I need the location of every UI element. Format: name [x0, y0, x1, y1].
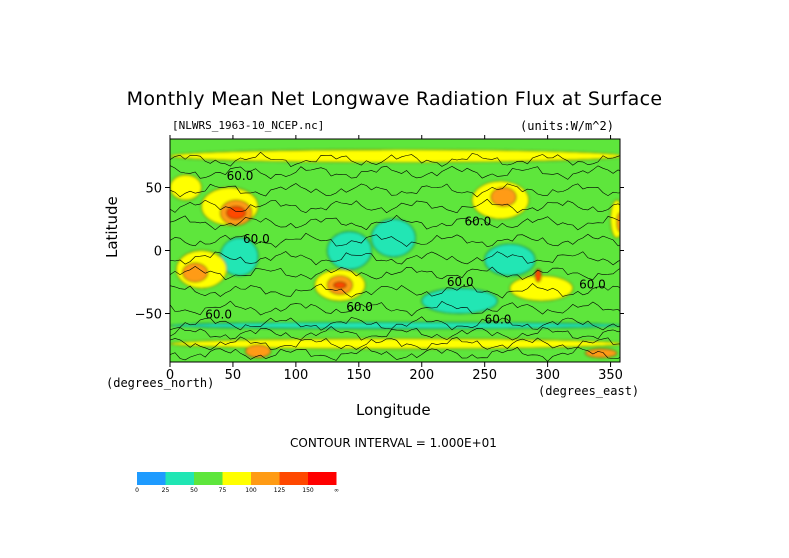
colorbar-swatch-3	[222, 472, 251, 485]
contour-label-0: 60.0	[227, 169, 254, 183]
x-tick-label-0: 0	[166, 368, 174, 383]
colorbar-label-0: 0	[135, 487, 139, 494]
y-tick-label-2: −50	[135, 307, 162, 322]
colorbar: 0 25 50 75 100 125 150 ∞	[135, 472, 339, 494]
x-tick-label-5: 250	[472, 368, 497, 383]
x-tick-label-3: 150	[346, 368, 371, 383]
contour-label-3: 60.0	[447, 275, 474, 289]
contour-label-7: 60.0	[579, 277, 606, 291]
x-tick-label-7: 350	[598, 368, 623, 383]
x-tick-label-1: 50	[225, 368, 242, 383]
x-tick-label-2: 100	[283, 368, 308, 383]
contour-line-6	[170, 251, 620, 266]
contour-interval: CONTOUR INTERVAL = 1.000E+01	[290, 436, 497, 450]
map-region-3	[484, 243, 536, 277]
colorbar-label-5: 125	[274, 487, 286, 494]
y-units-label: (degrees_north)	[106, 376, 215, 390]
chart-title: Monthly Mean Net Longwave Radiation Flux…	[126, 88, 663, 110]
x-units-label: (degrees_east)	[538, 384, 640, 398]
file-label: [NLWRS_1963-10_NCEP.nc]	[172, 119, 325, 132]
colorbar-label-7: ∞	[334, 487, 339, 494]
map-region-6	[170, 174, 202, 201]
contour-line-13	[170, 346, 620, 362]
x-axis-label: Longitude	[356, 401, 431, 419]
map-region-20	[245, 344, 272, 358]
colorbar-swatch-5	[279, 472, 308, 485]
colorbar-swatch-6	[308, 472, 337, 485]
axis-ticks: 0 50 100 150 200 250 300 350 50 0 −50	[135, 135, 624, 383]
map-region-21	[585, 348, 618, 358]
contour-label-2: 60.0	[465, 214, 492, 228]
contour-label-6: 60.0	[485, 313, 512, 327]
contour-line-2	[170, 183, 620, 198]
contour-label-1: 60.0	[243, 232, 270, 246]
map-region-14	[170, 149, 620, 163]
colorbar-label-4: 100	[245, 487, 257, 494]
contour-line-0	[170, 151, 620, 167]
contour-line-5	[170, 232, 620, 248]
map-region-18	[182, 262, 209, 283]
contour-line-11	[170, 326, 620, 341]
y-tick-label-1: 0	[154, 245, 162, 260]
contour-line-9	[170, 300, 620, 317]
contour-line-7	[170, 266, 620, 281]
units-label: (units:W/m^2)	[520, 119, 614, 133]
colorbar-label-6: 150	[302, 487, 314, 494]
y-tick-label-0: 50	[145, 182, 162, 197]
map-area: 60.0 60.0 60.0 60.0 60.0 60.0 60.0 60.0	[170, 139, 620, 362]
colorbar-swatch-1	[165, 472, 194, 485]
contour-line-1	[170, 165, 620, 180]
colorbar-label-2: 50	[190, 487, 198, 494]
colorbar-swatch-0	[137, 472, 166, 485]
map-region-23	[333, 281, 347, 289]
contour-line-4	[170, 214, 620, 231]
colorbar-label-1: 25	[162, 487, 170, 494]
x-tick-label-4: 200	[409, 368, 434, 383]
contour-line-8	[170, 283, 620, 299]
map-region-19	[616, 212, 620, 232]
colorbar-swatch-4	[251, 472, 280, 485]
y-axis-label: Latitude	[103, 196, 121, 258]
contour-label-4: 60.0	[205, 308, 232, 322]
map-region-24	[534, 269, 542, 283]
contour-lines	[170, 151, 620, 362]
map-region-1	[326, 231, 372, 270]
contour-line-3	[170, 198, 620, 214]
colorbar-swatch-2	[194, 472, 223, 485]
map-region-16	[490, 187, 517, 207]
contour-line-10	[170, 316, 620, 331]
map-region-22	[226, 206, 246, 220]
contour-label-5: 60.0	[346, 300, 373, 314]
x-tick-label-6: 300	[535, 368, 560, 383]
colorbar-label-3: 75	[219, 487, 227, 494]
contour-line-12	[170, 336, 620, 351]
